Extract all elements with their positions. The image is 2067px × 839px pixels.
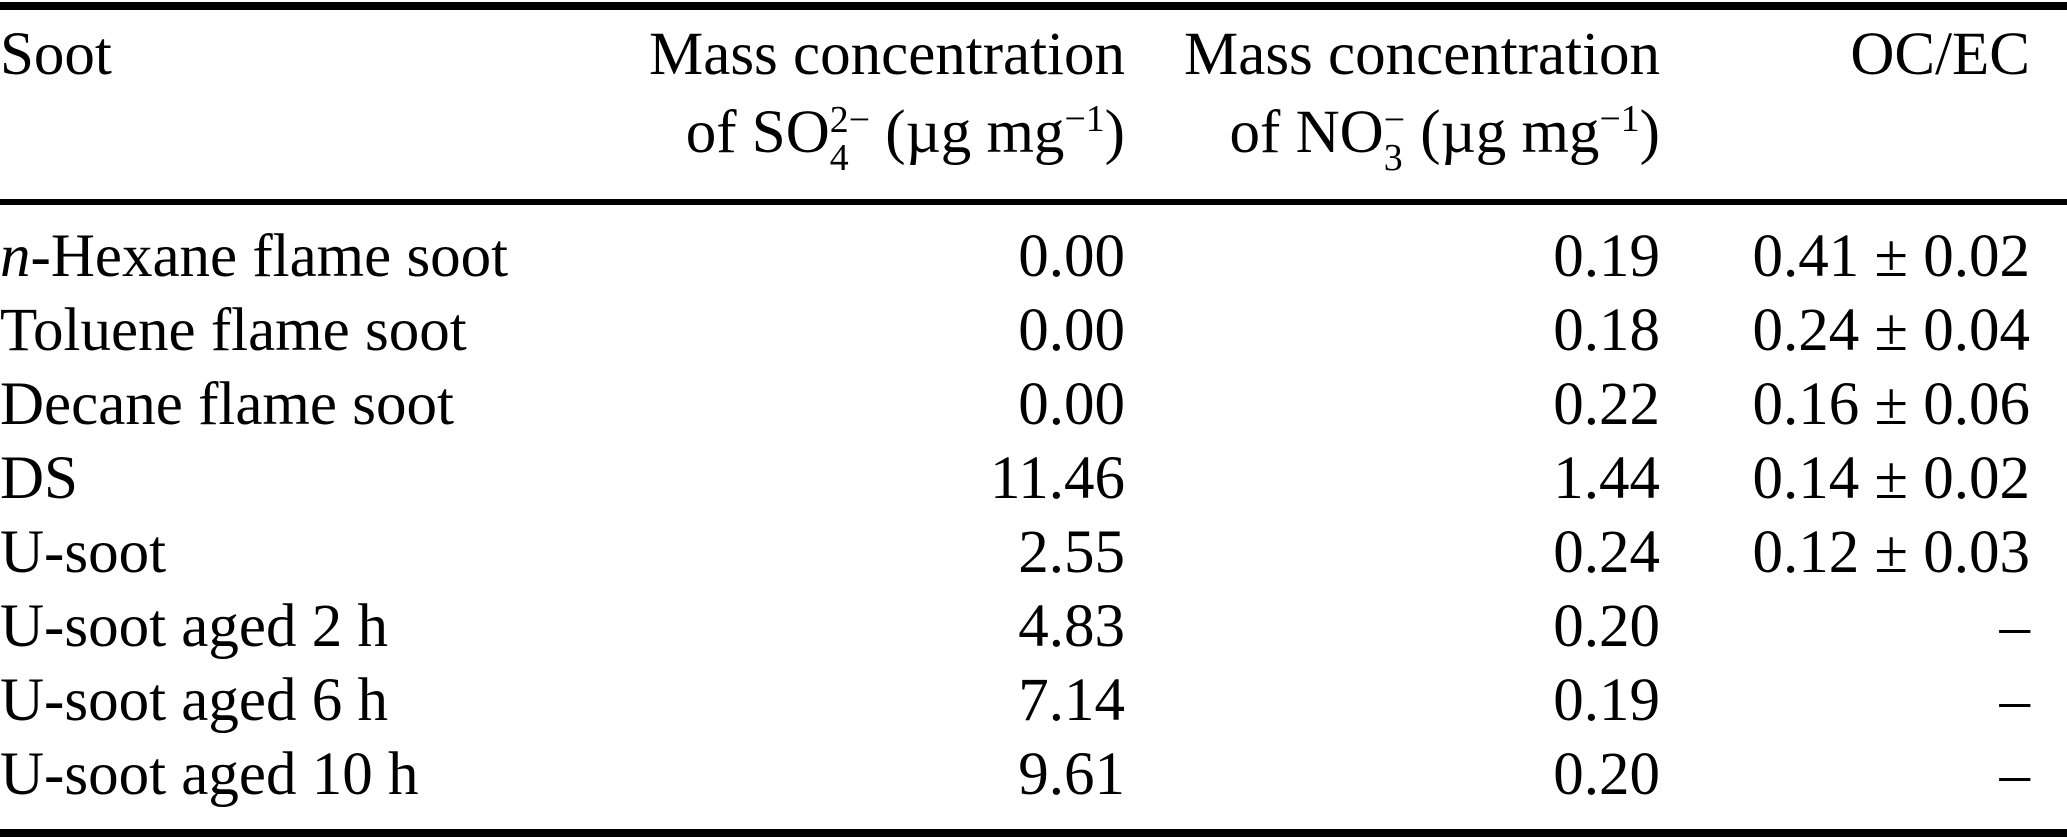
no3-header-line1: Mass concentration (1184, 21, 1660, 88)
table-top-rule (0, 2, 2067, 10)
so4-value-cell: 9.61 (1018, 740, 1125, 808)
so4-superscript: 2− (829, 98, 871, 141)
so4-subsup: 2− 4 (830, 101, 870, 178)
so4-value-cell: 0.00 (1018, 222, 1125, 290)
so4-unit-open: (µg mg (870, 99, 1065, 167)
no3-unit-exponent: −1 (1599, 98, 1640, 141)
so4-unit-close: ) (1104, 99, 1125, 167)
ocec-value-cell: 0.12 ± 0.03 (1752, 518, 2030, 586)
col-header-so4: Mass concentration of SO 2− 4 (µg mg−1) (620, 0, 1125, 219)
no3-value-cell: 1.44 (1553, 444, 1660, 512)
no3-value-cell: 0.19 (1553, 666, 1660, 734)
soot-name-cell: U-soot (0, 515, 620, 589)
table-row: DS 11.46 1.44 0.14 ± 0.02 (0, 441, 2067, 515)
no3-superscript: − (1383, 98, 1406, 141)
soot-name-cell: DS (0, 441, 620, 515)
no3-header-formula: of NO −3 (µg mg−1) (1229, 98, 1660, 177)
so4-value-cell: 0.00 (1018, 296, 1125, 364)
so4-prefix: of SO (685, 99, 830, 167)
so4-value-cell: 11.46 (990, 444, 1125, 512)
soot-name: U-soot aged 6 h (0, 666, 388, 734)
soot-name-italic: n (0, 222, 31, 290)
data-table: Soot Mass concentration of SO 2− 4 (µg mg−… (0, 0, 2067, 811)
table-row: Toluene flame soot 0.00 0.18 0.24 ± 0.04 (0, 293, 2067, 367)
so4-unit-exponent: −1 (1064, 98, 1105, 141)
soot-name: -Hexane flame soot (30, 222, 509, 290)
so4-header-formula: of SO 2− 4 (µg mg−1) (685, 98, 1125, 177)
so4-subscript: 4 (829, 137, 849, 180)
soot-name-cell: U-soot aged 6 h (0, 663, 620, 737)
ocec-value-cell: – (1999, 666, 2031, 734)
soot-name: Decane flame soot (0, 370, 454, 438)
no3-value-cell: 0.20 (1553, 592, 1660, 660)
table-row: n-Hexane flame soot 0.00 0.19 0.41 ± 0.0… (0, 219, 2067, 293)
no3-value-cell: 0.19 (1553, 222, 1660, 290)
table-row: Decane flame soot 0.00 0.22 0.16 ± 0.06 (0, 367, 2067, 441)
no3-value-cell: 0.24 (1553, 518, 1660, 586)
col-header-no3: Mass concentration of NO −3 (µg mg−1) (1125, 0, 1660, 219)
no3-subscript: 3 (1383, 137, 1403, 180)
col-header-ocec: OC/EC (1850, 21, 2030, 88)
table-row: U-soot aged 6 h 7.14 0.19 – (0, 663, 2067, 737)
soot-name: DS (0, 444, 78, 512)
table-row: U-soot aged 2 h 4.83 0.20 – (0, 589, 2067, 663)
soot-name-cell: U-soot aged 10 h (0, 737, 620, 811)
table-header-rule (0, 199, 2067, 205)
soot-name-cell: n-Hexane flame soot (0, 219, 620, 293)
header-row: Soot Mass concentration of SO 2− 4 (µg mg−… (0, 0, 2067, 219)
no3-prefix: of NO (1229, 99, 1384, 167)
soot-name-cell: U-soot aged 2 h (0, 589, 620, 663)
so4-value-cell: 4.83 (1018, 592, 1125, 660)
ocec-value-cell: – (1999, 740, 2031, 808)
so4-value-cell: 0.00 (1018, 370, 1125, 438)
soot-name-cell: Toluene flame soot (0, 293, 620, 367)
so4-value-cell: 2.55 (1018, 518, 1125, 586)
soot-name: U-soot (0, 518, 167, 586)
no3-subsup: −3 (1384, 101, 1405, 178)
table-bottom-rule (0, 829, 2067, 837)
ocec-value-cell: 0.41 ± 0.02 (1752, 222, 2030, 290)
ocec-value-cell: 0.14 ± 0.02 (1752, 444, 2030, 512)
soot-name: U-soot aged 2 h (0, 592, 388, 660)
soot-name: Toluene flame soot (0, 296, 467, 364)
so4-header-line1: Mass concentration (649, 21, 1125, 88)
ocec-value-cell: 0.24 ± 0.04 (1752, 296, 2030, 364)
no3-value-cell: 0.22 (1553, 370, 1660, 438)
soot-name-cell: Decane flame soot (0, 367, 620, 441)
no3-value-cell: 0.20 (1553, 740, 1660, 808)
col-header-soot: Soot (0, 21, 112, 88)
table-row: U-soot 2.55 0.24 0.12 ± 0.03 (0, 515, 2067, 589)
so4-value-cell: 7.14 (1018, 666, 1125, 734)
soot-name: U-soot aged 10 h (0, 740, 419, 808)
no3-unit-open: (µg mg (1405, 99, 1600, 167)
ocec-value-cell: – (1999, 592, 2031, 660)
no3-unit-close: ) (1639, 99, 1660, 167)
no3-value-cell: 0.18 (1553, 296, 1660, 364)
table-row: U-soot aged 10 h 9.61 0.20 – (0, 737, 2067, 811)
ocec-value-cell: 0.16 ± 0.06 (1752, 370, 2030, 438)
